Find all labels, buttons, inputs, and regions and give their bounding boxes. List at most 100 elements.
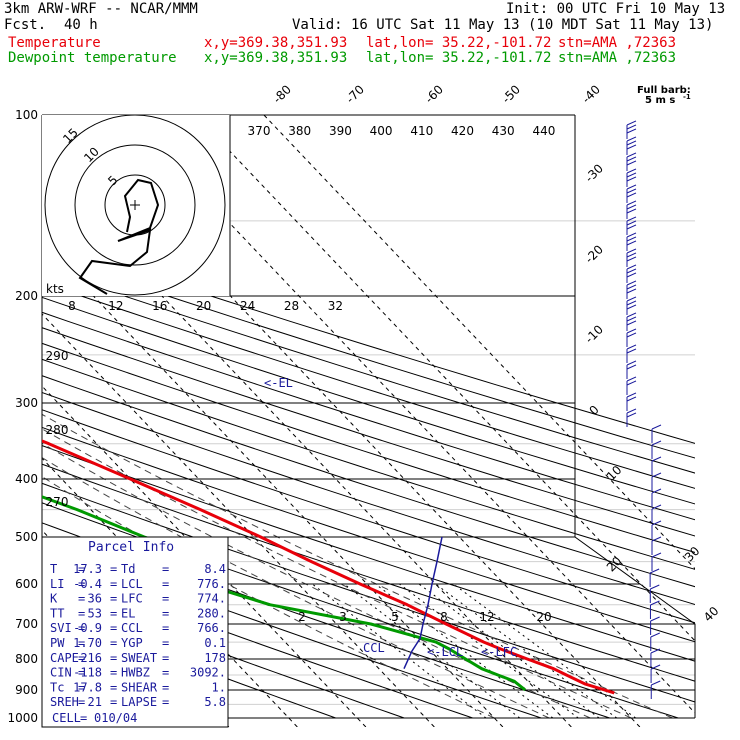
wind-barb-flag — [626, 316, 637, 322]
dry-adiabat — [42, 391, 695, 606]
parcel-info-cell: = — [78, 577, 85, 591]
dry-adiabat — [42, 586, 405, 719]
mixing-ratio-label: 24 — [240, 299, 255, 313]
dewpoint-legend-label: Dewpoint temperature — [8, 50, 177, 66]
mixing-ratio-line — [399, 583, 579, 719]
parcel-info-cell: 776. — [197, 577, 226, 591]
parcel-info-cell: = — [110, 621, 117, 635]
parcel-info-cell: -0.4 — [73, 577, 102, 591]
wind-barb-flag — [626, 140, 637, 146]
dewpoint-latlon: lat,lon= 35.22,-101.72 — [366, 50, 552, 66]
pressure-tick-label: 600 — [15, 577, 38, 591]
dry-adiabat — [42, 311, 695, 521]
hodograph-trace — [78, 178, 160, 295]
mixing-ratio-label: 12 — [108, 299, 123, 313]
dry-adiabat — [42, 342, 695, 553]
mixing-ratio-line — [435, 583, 618, 719]
parcel-info-cell: = — [162, 606, 169, 620]
parcel-info-cell: LCL — [121, 577, 143, 591]
pressure-tick-label: 900 — [15, 683, 38, 697]
wind-barb-flag — [651, 520, 662, 526]
parcel-info-cell: 766. — [197, 621, 226, 635]
parcel-info-cell: SVI — [50, 621, 72, 635]
cell-equals: = — [80, 711, 87, 725]
parcel-info-cell: 1. — [212, 680, 226, 694]
wind-barb-flag — [626, 396, 637, 402]
moist-adiabat — [42, 475, 495, 719]
wind-barb-flag — [651, 536, 662, 542]
parcel-info-cell: 53 — [88, 606, 102, 620]
mixing-ratio-label: 3 — [339, 610, 347, 624]
mixing-ratio-label: 28 — [284, 299, 299, 313]
wind-barb-flag — [649, 568, 660, 574]
dewpoint-xy: x,y=369.38,351.93 — [204, 50, 348, 66]
moist-adiabat — [42, 428, 632, 719]
dry-adiabat — [42, 375, 695, 588]
dry-adiabat — [42, 409, 695, 624]
dry-adiabat — [42, 445, 695, 662]
wind-barb-flag — [626, 304, 637, 310]
parcel-info-cell: SREH — [50, 695, 79, 709]
pressure-tick-label: 500 — [15, 530, 38, 544]
pressure-tick-label: 100 — [15, 108, 38, 122]
dry-adiabat — [42, 253, 695, 459]
wind-barb-flag — [650, 664, 661, 670]
wind-barb-flag — [626, 296, 637, 302]
mixing-ratio-label: 12 — [479, 610, 494, 624]
parcel-info-cell: = — [162, 651, 169, 665]
hodograph-ring — [44, 114, 226, 296]
parcel-info-cell: = — [162, 577, 169, 591]
parcel-info-cell: = — [78, 621, 85, 635]
wind-barb-flag — [626, 264, 637, 270]
isotherm-label: 10 — [604, 463, 625, 484]
parcel-info-cell: = — [110, 592, 117, 606]
parcel-path — [403, 536, 443, 670]
parcel-info-cell: = — [162, 562, 169, 576]
dewpoint-station: stn=AMA ,72363 — [558, 50, 677, 66]
wind-barb-flag — [626, 412, 637, 418]
parcel-info-cell: LFC — [121, 592, 143, 606]
wind-barb-flag — [626, 188, 637, 194]
temperature-xy: x,y=369.38,351.93 — [204, 35, 348, 51]
wind-barb-flag — [651, 424, 662, 430]
wind-barb-flag — [626, 364, 637, 370]
parcel-info-cell: 8.4 — [204, 562, 226, 576]
parcel-info-cell: EL — [121, 606, 135, 620]
isotherm — [263, 115, 695, 570]
theta-label: 370 — [248, 124, 271, 138]
parcel-info-cell: = — [110, 577, 117, 591]
mixing-ratio-label: 32 — [328, 299, 343, 313]
wind-barb-flag — [626, 256, 637, 262]
wind-barb-flag — [626, 328, 637, 334]
parcel-info-cell: = — [78, 606, 85, 620]
isotherm-label: -80 — [270, 82, 294, 106]
wind-barb-flag — [651, 472, 662, 478]
parcel-info-cell: = — [162, 680, 169, 694]
parcel-info-cell: TT — [50, 606, 64, 620]
parcel-info-title: Parcel Info — [88, 540, 174, 555]
moist-adiabat — [42, 457, 550, 719]
parcel-info-cell: LAPSE — [121, 695, 157, 709]
temperature-legend-label: Temperature — [8, 35, 101, 51]
dry-adiabat — [42, 327, 695, 537]
mixing-ratio-line — [418, 583, 600, 719]
wind-barb-flag — [650, 600, 660, 606]
parcel-info-cell: = — [162, 695, 169, 709]
parcel-info-cell: = — [162, 636, 169, 650]
parcel-info-cell: = — [162, 621, 169, 635]
wind-barb-flag — [626, 268, 637, 274]
wind-barb-flag — [626, 216, 637, 222]
wind-barb-flag — [626, 236, 637, 242]
wind-barb-flag — [626, 248, 637, 254]
theta-label: 440 — [532, 124, 555, 138]
theta-label: 290 — [46, 349, 69, 363]
parcel-info-cell: 17.3 — [73, 562, 102, 576]
temperature-trace — [42, 439, 615, 695]
dry-adiabat — [42, 463, 695, 682]
wind-barb-flag — [626, 240, 637, 246]
mixing-ratio-label: 16 — [152, 299, 167, 313]
wind-barb-flag — [626, 344, 637, 350]
wind-barb-flag — [626, 280, 637, 286]
wind-barb-flag — [626, 392, 637, 398]
